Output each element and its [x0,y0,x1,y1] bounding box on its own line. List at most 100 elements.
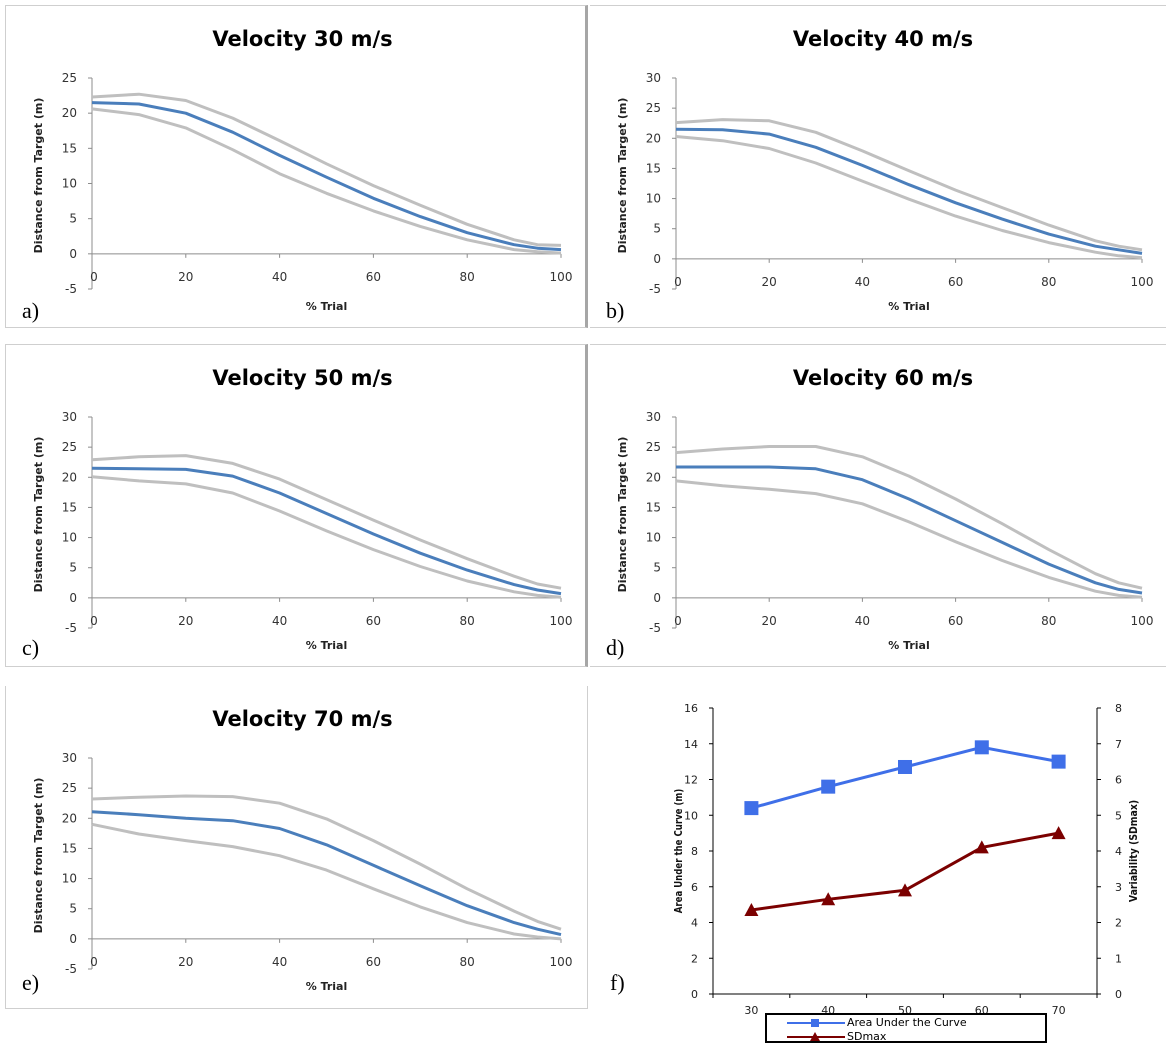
chart-e-ytick-label: 25 [62,781,77,795]
chart-a-ytick-label: 5 [69,212,77,226]
panel-b: Velocity 40 m/s -5 0 5 10 15 20 25 30 0 20 40 60 80 10… [590,5,1166,328]
chart-c-svg: Velocity 50 m/s -5 0 5 10 15 20 25 30 0 20 40 60 80 10… [32,366,573,652]
chart-f-sdmax-point [744,902,759,916]
panel-f: 02468101214160123456783040506070Velocity… [590,686,1166,1043]
chart-c-xtick-label: 100 [550,614,573,628]
chart-e-ytick-label: 0 [69,932,77,946]
chart-d-ytick-label: 30 [646,410,661,424]
chart-e-ytick-label: -5 [65,962,77,976]
chart-f-y2tick-label: 8 [1115,702,1122,715]
chart-f-y2label: Variability (SDmax) [1128,800,1140,902]
chart-e-ylabel: Distance from Target (m) [32,778,45,934]
chart-e-ytick-label: 15 [62,841,77,855]
chart-b-ytick-label: 10 [646,192,661,206]
chart-d-ytick-label: 10 [646,531,661,545]
chart-e-xtick-label: 60 [366,955,381,969]
chart-f-sdmax-point [1051,826,1066,840]
legend-sd-marker [810,1032,820,1041]
panel-letter-a: a) [22,298,40,323]
chart-e-ytick-label: 10 [62,872,77,886]
chart-d-xtick-label: 100 [1131,614,1154,628]
chart-f-y2tick-label: 7 [1115,738,1122,751]
chart-d-xtick-label: 0 [674,614,682,628]
chart-d-title: Velocity 60 m/s [793,366,973,390]
chart-a-xtick-label: 40 [272,270,287,284]
chart-a-ytick-label: -5 [65,282,77,296]
chart-a-ytick-label: 10 [62,177,77,191]
chart-b-xtick-label: 60 [948,275,963,289]
chart-f-ytick-label: 8 [691,845,698,858]
chart-f-y2tick-label: 3 [1115,881,1122,894]
chart-f-y2tick-label: 4 [1115,845,1122,858]
chart-b-xtick-label: 80 [1041,275,1056,289]
chart-d-xlabel: % Trial [888,639,930,652]
chart-e-line-upper [91,794,562,931]
chart-c-xtick-label: 0 [90,614,98,628]
chart-f-auc-point [744,801,759,816]
chart-c-ytick-label: 25 [62,440,77,454]
chart-f-auc-point [974,740,989,755]
chart-c-title: Velocity 50 m/s [212,366,392,390]
panel-letter-c: c) [22,635,40,660]
chart-e-xtick-label: 0 [90,955,98,969]
chart-c-line-upper [91,454,562,590]
chart-f-ytick-label: 10 [684,809,698,822]
chart-b-ytick-label: 5 [653,222,661,236]
chart-e-xtick-label: 80 [460,955,475,969]
panel-letter-d: d) [606,635,625,660]
chart-a-ytick-label: 25 [62,71,77,85]
chart-b-ylabel: Distance from Target (m) [616,98,629,254]
chart-d-ytick-label: -5 [649,621,661,635]
chart-c-ytick-label: 0 [69,591,77,605]
chart-c-ytick-label: 10 [62,531,77,545]
chart-a-title: Velocity 30 m/s [212,27,392,51]
panel-letter-b: b) [606,298,625,323]
chart-e-xtick-label: 40 [272,955,287,969]
chart-b-line-upper [675,118,1143,252]
chart-f-sdmax-point [974,840,989,854]
chart-b-ytick-label: 15 [646,161,661,175]
chart-d-ytick-label: 5 [653,561,661,575]
chart-f-svg: 02468101214160123456783040506070Velocity… [673,702,1140,1033]
chart-f-y2tick-label: 2 [1115,917,1122,930]
chart-f-auc-point [821,779,836,794]
chart-c-ytick-label: -5 [65,621,77,635]
chart-f-auc-point [1051,754,1066,769]
legend-auc-label: Area Under the Curve [847,1016,967,1029]
chart-d-ytick-label: 25 [646,440,661,454]
chart-f-ytick-label: 0 [691,988,698,1001]
chart-b-xtick-label: 40 [855,275,870,289]
chart-b-ytick-label: 30 [646,71,661,85]
legend-swatches [787,1019,845,1041]
chart-b-title: Velocity 40 m/s [793,27,973,51]
chart-a-line-mean [91,101,562,252]
chart-f-y2tick-label: 0 [1115,988,1122,1001]
chart-b-line-mean [675,127,1143,255]
chart-c-xlabel: % Trial [306,639,348,652]
chart-f-sdmax-point [898,883,912,897]
chart-c-ylabel: Distance from Target (m) [32,437,45,593]
chart-c-line-lower [91,475,562,599]
chart-f-xtick-label: 30 [744,1004,758,1017]
chart-d-line-lower [675,479,1143,599]
chart-f-ytick-label: 4 [691,917,698,930]
chart-c-ytick-label: 30 [62,410,77,424]
chart-f-y2tick-label: 1 [1115,952,1122,965]
chart-f-ytick-label: 6 [691,881,698,894]
chart-b-ytick-label: 0 [653,252,661,266]
panel-d: Velocity 60 m/s -5 0 5 10 15 20 25 30 0 20 40 60 80 10… [590,344,1166,667]
chart-f-ylabel: Area Under the Curve (m) [673,789,685,914]
chart-f-line-sdmax [751,831,1059,912]
chart-d-svg: Velocity 60 m/s -5 0 5 10 15 20 25 30 0 20 40 60 80 10… [616,366,1154,652]
chart-d-xtick-label: 40 [855,614,870,628]
legend-auc-marker [811,1019,819,1027]
chart-b-xtick-label: 0 [674,275,682,289]
chart-e-ytick-label: 30 [62,751,77,765]
chart-f-xtick-label: 70 [1052,1004,1066,1017]
chart-b-xtick-label: 20 [762,275,777,289]
chart-d-ytick-label: 15 [646,500,661,514]
chart-d-line-upper [675,445,1143,590]
chart-a-svg: Velocity 30 m/s -5 0 5 10 15 20 25 0 20 40 60 80 100%… [32,27,572,313]
chart-c-xtick-label: 80 [460,614,475,628]
chart-f-legend: Area Under the Curve SDmax [765,1013,1047,1043]
